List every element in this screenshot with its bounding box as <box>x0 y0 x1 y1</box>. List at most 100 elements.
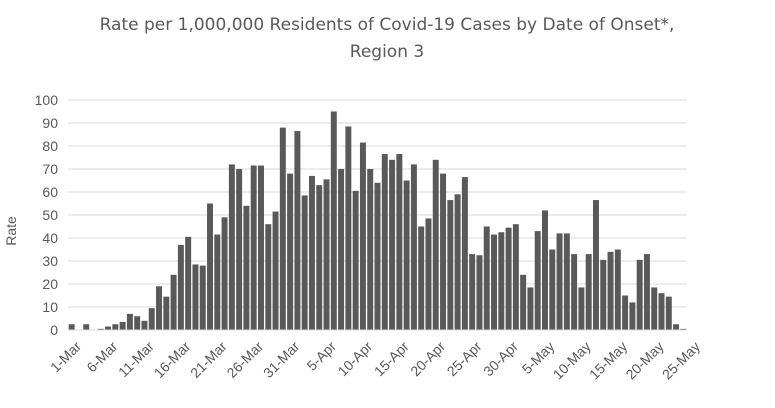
x-tick-label: 15-May <box>586 338 630 382</box>
bar <box>563 233 570 330</box>
bar <box>170 274 177 330</box>
y-tick-label: 50 <box>42 207 58 223</box>
bar <box>119 321 126 330</box>
bar <box>236 169 243 330</box>
bar <box>134 316 141 330</box>
bar <box>83 324 90 330</box>
y-tick-label: 60 <box>42 184 58 200</box>
bar <box>665 296 672 330</box>
bar <box>578 287 585 330</box>
bar <box>498 232 505 330</box>
bar <box>105 326 112 330</box>
bar <box>221 217 228 330</box>
bar <box>396 154 403 330</box>
bar <box>323 179 330 330</box>
x-tick-label: 21-Mar <box>187 338 230 381</box>
bar <box>461 177 468 330</box>
bar <box>185 236 192 330</box>
bar <box>112 324 119 330</box>
x-axis-ticks: 1-Mar 6-Mar11-Mar16-Mar21-Mar26-Mar31-Mar… <box>47 338 703 383</box>
bar <box>571 254 578 330</box>
y-tick-label: 40 <box>42 230 58 246</box>
bar <box>622 295 629 330</box>
bar <box>556 233 563 330</box>
x-tick-label: 11-Mar <box>115 338 157 380</box>
bar <box>491 234 497 330</box>
bar <box>469 254 476 330</box>
bar <box>68 324 75 330</box>
x-tick-label: 26-Mar <box>223 338 266 381</box>
bar <box>643 254 650 330</box>
bar <box>440 173 447 330</box>
y-tick-label: 30 <box>42 253 58 269</box>
bar <box>585 254 592 330</box>
bar <box>381 154 388 330</box>
bar <box>447 200 454 330</box>
x-tick-label: 10-Apr <box>334 338 375 379</box>
x-tick-label: 16-Mar <box>151 338 194 381</box>
x-tick-label: 20-Apr <box>407 338 448 379</box>
bar <box>265 224 272 330</box>
bar <box>287 173 294 330</box>
bar <box>279 127 286 330</box>
bar <box>636 259 643 330</box>
y-axis-ticks: 0 10 20 30 40 50 60 70 80 90 100 <box>35 92 59 338</box>
bar <box>527 287 534 330</box>
bar <box>505 227 512 330</box>
bar <box>258 165 264 330</box>
bar <box>680 328 687 330</box>
bar <box>454 194 461 330</box>
bar <box>512 224 519 330</box>
bar <box>673 324 680 330</box>
x-tick-label: 20-May <box>622 338 666 382</box>
bar <box>97 328 104 330</box>
bar <box>316 185 323 330</box>
y-tick-label: 70 <box>42 161 58 177</box>
x-tick-label: 30-Apr <box>480 338 521 379</box>
bar <box>542 210 548 330</box>
bar <box>629 302 636 330</box>
bar <box>410 164 417 330</box>
y-axis-title: Rate <box>3 216 19 246</box>
bar <box>607 251 614 330</box>
bar <box>520 274 527 330</box>
bar <box>534 231 541 330</box>
bar <box>177 244 184 330</box>
bar <box>148 308 155 330</box>
bar <box>301 195 308 330</box>
x-tick-label: 31-Mar <box>260 338 303 381</box>
bar <box>549 249 556 330</box>
bar <box>432 159 439 330</box>
bar <box>126 313 133 330</box>
bar <box>199 265 206 330</box>
bar <box>338 169 345 330</box>
bar <box>359 142 366 330</box>
bar <box>141 320 148 330</box>
bar <box>163 296 170 330</box>
y-tick-label: 10 <box>42 299 58 315</box>
bar <box>352 190 359 330</box>
x-tick-label: 25-Apr <box>444 338 485 379</box>
bar <box>367 169 374 330</box>
y-tick-label: 90 <box>42 115 58 131</box>
bar <box>228 164 235 330</box>
bar <box>272 211 279 330</box>
chart-title: Rate per 1,000,000 Residents of Covid-19… <box>100 15 675 62</box>
x-tick-label: 15-Apr <box>371 338 412 379</box>
y-tick-label: 20 <box>42 276 58 292</box>
bar <box>207 203 213 330</box>
y-tick-label: 0 <box>50 322 58 338</box>
bar <box>374 182 381 330</box>
bar <box>330 111 337 330</box>
bar <box>403 180 410 330</box>
y-tick-label: 80 <box>42 138 58 154</box>
x-tick-label: 25-May <box>659 338 703 382</box>
bar <box>156 286 163 330</box>
bar <box>294 131 301 330</box>
bar <box>308 175 315 330</box>
bar <box>483 226 490 330</box>
bar <box>658 293 665 330</box>
y-tick-label: 100 <box>35 92 59 108</box>
